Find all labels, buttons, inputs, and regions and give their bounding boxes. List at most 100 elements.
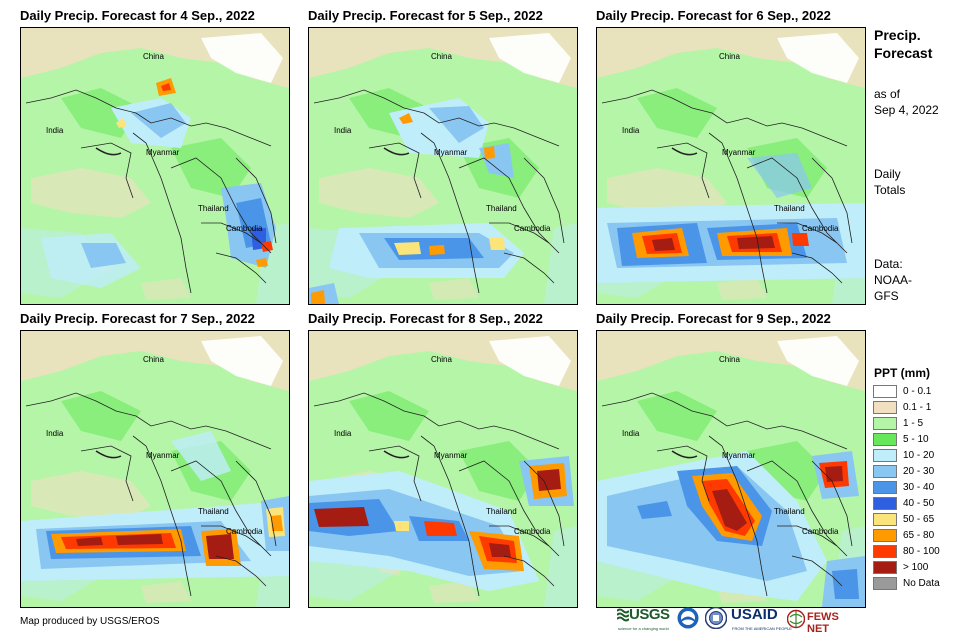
data-source-note: Data: NOAA- GFS: [874, 256, 912, 304]
precip-field: [597, 331, 865, 607]
legend-label: No Data: [903, 578, 940, 589]
usaid-logo: USAID FROM THE AMERICAN PEOPLE: [731, 606, 793, 632]
sidebar-title: Precip. Forecast: [874, 26, 932, 62]
legend-swatch: [873, 577, 897, 590]
country-label-myanmar: Myanmar: [434, 451, 468, 460]
usgs-tagline: science for a changing world: [618, 626, 669, 631]
country-label-china: China: [719, 52, 740, 61]
as-of-date: as of Sep 4, 2022: [874, 86, 939, 118]
fewsnet-logo: FEWS NET: [787, 606, 863, 635]
country-label-cambodia: Cambodia: [802, 224, 839, 233]
legend-label: 10 - 20: [903, 450, 935, 461]
country-label-india: India: [622, 126, 640, 135]
legend-label: 1 - 5: [903, 418, 924, 429]
legend-swatch: [873, 385, 897, 398]
legend-swatch: [873, 449, 897, 462]
usgs-wave-icon: [617, 608, 629, 622]
legend-label: 20 - 30: [903, 466, 935, 477]
country-label-thailand: Thailand: [774, 204, 805, 213]
dhs-seal: [705, 606, 729, 632]
legend-label: 5 - 10: [903, 434, 929, 445]
legend-label: 65 - 80: [903, 530, 935, 541]
panel-title: Daily Precip. Forecast for 5 Sep., 2022: [308, 8, 543, 23]
precip-map: China India Myanmar Thailand Cambodia: [20, 330, 290, 608]
legend-swatch: [873, 433, 897, 446]
precip-map: China India Myanmar Thailand Cambodia: [20, 27, 290, 305]
panel-title: Daily Precip. Forecast for 7 Sep., 2022: [20, 311, 255, 326]
precip-map: China India Myanmar Thailand Cambodia: [596, 27, 866, 305]
usaid-tagline: FROM THE AMERICAN PEOPLE: [732, 626, 792, 631]
country-label-myanmar: Myanmar: [722, 148, 756, 157]
legend-title: PPT (mm): [874, 366, 931, 380]
country-label-india: India: [46, 429, 64, 438]
country-label-india: India: [622, 429, 640, 438]
panel-title: Daily Precip. Forecast for 6 Sep., 2022: [596, 8, 831, 23]
noaa-logo: [677, 606, 701, 632]
precip-field: [309, 331, 577, 607]
precip-field: [21, 331, 289, 607]
map-credit: Map produced by USGS/EROS: [20, 616, 160, 627]
country-label-india: India: [334, 429, 352, 438]
sidebar-title-line2: Forecast: [874, 45, 933, 61]
usgs-wordmark: USGS: [629, 606, 670, 623]
legend-label: 0 - 0.1: [903, 386, 932, 397]
country-label-myanmar: Myanmar: [146, 148, 180, 157]
country-label-myanmar: Myanmar: [434, 148, 468, 157]
precip-map: China India Myanmar Thailand Cambodia: [308, 27, 578, 305]
precip-map: China India Myanmar Thailand Cambodia: [308, 330, 578, 608]
panel-title: Daily Precip. Forecast for 4 Sep., 2022: [20, 8, 255, 23]
country-label-myanmar: Myanmar: [722, 451, 756, 460]
country-label-thailand: Thailand: [774, 507, 805, 516]
precip-field: [309, 28, 577, 304]
country-label-cambodia: Cambodia: [514, 527, 551, 536]
as-of-label: as of: [874, 87, 901, 101]
fewsnet-globe-icon: [787, 609, 805, 629]
country-label-thailand: Thailand: [486, 204, 517, 213]
data-source-line1: NOAA-: [874, 273, 913, 287]
country-label-china: China: [143, 52, 164, 61]
country-label-india: India: [46, 126, 64, 135]
seal-icon: [705, 607, 727, 629]
country-label-cambodia: Cambodia: [514, 224, 551, 233]
country-label-thailand: Thailand: [198, 507, 229, 516]
fewsnet-wordmark: FEWS NET: [807, 611, 839, 635]
country-label-cambodia: Cambodia: [802, 527, 839, 536]
legend-swatch: [873, 497, 897, 510]
totals-label: Totals: [874, 183, 906, 197]
precip-field: [21, 28, 289, 304]
noaa-emblem-icon: [677, 607, 699, 629]
data-label: Data:: [874, 257, 903, 271]
panel-title: Daily Precip. Forecast for 8 Sep., 2022: [308, 311, 543, 326]
legend-label: 50 - 65: [903, 514, 935, 525]
country-label-thailand: Thailand: [198, 204, 229, 213]
precip-field: [597, 28, 865, 304]
legend-swatch: [873, 545, 897, 558]
country-label-thailand: Thailand: [486, 507, 517, 516]
country-label-myanmar: Myanmar: [146, 451, 180, 460]
daily-label: Daily: [874, 167, 901, 181]
legend-swatch: [873, 465, 897, 478]
agency-logos: USGS science for a changing world USAID …: [617, 606, 863, 635]
sidebar-title-line1: Precip.: [874, 27, 921, 43]
legend-swatch: [873, 561, 897, 574]
panel-title: Daily Precip. Forecast for 9 Sep., 2022: [596, 311, 831, 326]
country-label-cambodia: Cambodia: [226, 224, 263, 233]
country-label-china: China: [431, 355, 452, 364]
usgs-logo: USGS science for a changing world: [617, 606, 677, 632]
legend-swatch: [873, 417, 897, 430]
legend-swatch: [873, 529, 897, 542]
legend-label: 40 - 50: [903, 498, 935, 509]
country-label-china: China: [143, 355, 164, 364]
as-of-value: Sep 4, 2022: [874, 103, 939, 117]
legend-label: > 100: [903, 562, 929, 573]
legend-label: 0.1 - 1: [903, 402, 932, 413]
country-label-india: India: [334, 126, 352, 135]
country-label-china: China: [719, 355, 740, 364]
precip-map: China India Myanmar Thailand Cambodia: [596, 330, 866, 608]
data-source-line2: GFS: [874, 289, 899, 303]
country-label-china: China: [431, 52, 452, 61]
legend-swatch: [873, 481, 897, 494]
legend-label: 30 - 40: [903, 482, 935, 493]
country-label-cambodia: Cambodia: [226, 527, 263, 536]
usaid-wordmark: USAID: [731, 606, 778, 623]
